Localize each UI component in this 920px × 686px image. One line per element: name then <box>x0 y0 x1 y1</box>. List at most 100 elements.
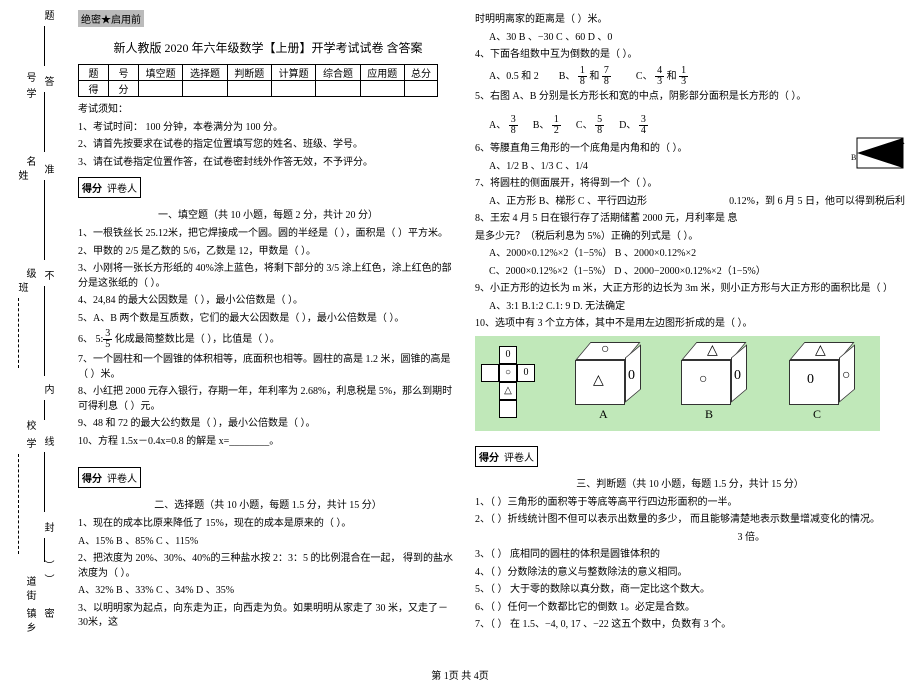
net-face: 0 <box>517 364 535 382</box>
v-paren2: ） <box>40 574 55 584</box>
v-xing: 姓 <box>14 170 29 180</box>
choice-q8o1: A、2000×0.12%×2（1−5%） B 、2000×0.12%×2 <box>475 247 905 262</box>
score-empty <box>404 81 437 97</box>
fill-q1: 1、一根铁丝长 25.12米，把它焊接成一个圆。圆的半经是（ ），面积是（ ）平… <box>78 227 458 242</box>
choice-q7o: A、正方形 B、梯形 C 、平行四边形 <box>489 196 647 207</box>
score-th: 判断题 <box>227 65 271 81</box>
judge-q1: 1、（ ）三角形的面积等于等底等高平行四边形面积的一半。 <box>475 496 905 511</box>
v-line7 <box>44 538 45 562</box>
judge-q5: 5、（ ） 大于零的数除以真分数，商一定比这个数大。 <box>475 583 905 598</box>
fill-q6b: 化成最简整数比是（ ），比值是（ ）。 <box>115 334 280 345</box>
v-feng: 封 <box>40 522 55 532</box>
v-da: 答 <box>40 76 55 86</box>
frac-1-8: 18 <box>578 66 587 87</box>
fill-q10: 10、方程 1.5x－0.4x=0.8 的解是 x=________。 <box>78 435 458 450</box>
v-paren1: ） <box>40 560 55 570</box>
fill-q3: 3、小刚将一张长方形纸的 40%涂上蓝色，将剩下部分的 3/5 涂上红色，涂上红… <box>78 262 458 291</box>
q4Cand: 和 <box>667 70 680 81</box>
fill-q7: 7、一个圆柱和一个圆锥的体积相等，底面积也相等。圆柱的高是 1.2 米，圆锥的高… <box>78 353 458 382</box>
q4A: A、0.5 和 2 <box>489 70 539 81</box>
notice-2: 2、请首先按要求在试卷的指定位置填写您的姓名、班级、学号。 <box>78 138 458 153</box>
choice-q3o: A、30 B 、−30 C 、60 D 、0 <box>475 31 905 46</box>
score-empty <box>316 81 360 97</box>
v-ji: 级 <box>22 268 37 278</box>
q4C: C、 <box>636 70 653 81</box>
score-label-2: 得分 <box>82 474 102 485</box>
choice-q7row: A、正方形 B、梯形 C 、平行四边形 0.12%，到 6 月 5 日，他可以得… <box>475 195 905 210</box>
judge-q4: 4、（ ）分数除法的意义与整数除法的意义相同。 <box>475 566 905 581</box>
score-box-3: 得分 评卷人 <box>475 446 538 467</box>
v-xiao: 校 <box>22 420 37 430</box>
choice-q8: 8、王宏 4 月 5 日在银行存了活期储蓄 2000 元，月利率是 息 <box>475 212 905 227</box>
v-ti: 题 <box>40 10 55 20</box>
shaded-rect-figure: A B <box>851 136 905 184</box>
fill-q2: 2、甲数的 2/5 是乙数的 5/6，乙数是 12，甲数是（ ）。 <box>78 245 458 260</box>
choice-q5opts: A、 38 B、 12 C、 58 D、 34 <box>475 107 905 136</box>
cube-b: ○ 0 △ B <box>675 342 755 420</box>
cube-a-label: A <box>599 407 608 422</box>
section-choice: 二、选择题（共 10 小题，每题 1.5 分，共计 15 分） <box>78 496 458 511</box>
notice-head: 考试须知： <box>78 103 458 118</box>
confidential-badge: 绝密★启用前 <box>78 10 144 27</box>
v-mi: 密 <box>40 608 55 618</box>
fill-q4: 4、24,84 的最大公因数是（ ），最小公倍数是（ ）。 <box>78 294 458 309</box>
score-empty <box>271 81 315 97</box>
frac-4-3: 43 <box>655 66 664 87</box>
q5B: B、 <box>533 120 550 131</box>
v-zhun: 准 <box>40 164 55 174</box>
score-th: 填空题 <box>139 65 183 81</box>
frac-1-2: 12 <box>552 115 561 136</box>
score-th: 题 <box>79 65 109 81</box>
score-empty <box>227 81 271 97</box>
v-hao: 号 <box>22 72 37 82</box>
choice-q9: 9、小正方形的边长为 m 米，大正方形的边长为 3m 米，则小正方形与大正方形的… <box>475 282 905 297</box>
cube-c: 0 ○ △ C <box>783 342 863 420</box>
rater-label: 评卷人 <box>107 184 137 195</box>
score-label-3: 得分 <box>479 453 499 464</box>
choice-q9o: A、3:1 B.1:2 C.1: 9 D. 无法确定 <box>475 300 905 315</box>
score-box: 得分 评卷人 <box>78 177 141 198</box>
cube-figure: 0 ○ 0 △ △ 0 ○ A ○ 0 △ B <box>475 336 880 431</box>
v-nei: 内 <box>40 384 55 394</box>
fill-q6: 6、 5:35 化成最简整数比是（ ），比值是（ ）。 <box>78 329 458 350</box>
sym-circ: ○ <box>699 372 707 388</box>
sym-0: 0 <box>628 368 635 384</box>
exam-title: 新人教版 2020 年六年级数学【上册】开学考试试卷 含答案 <box>78 39 458 56</box>
sym-circ: ○ <box>842 368 850 384</box>
binding-strip: 题 号 学 答 名 姓 准 级 班 不 内 校 学 线 封 ） 道 街 ） 镇 … <box>0 0 60 640</box>
judge-q3: 3、（ ） 底相同的圆柱的体积是圆锥体积的 <box>475 548 905 563</box>
right-column: 时明明离家的距离是（ ）米。 A、30 B 、−30 C 、60 D 、0 4、… <box>475 10 905 636</box>
v-line1 <box>44 26 45 66</box>
sym-tri: △ <box>593 372 604 389</box>
v-ming: 名 <box>22 156 37 166</box>
choice-q2: 2、把浓度为 20%、30%、40%的三种盐水按 2：3：5 的比例混合在一起，… <box>78 552 458 581</box>
sym-0: 0 <box>807 372 814 388</box>
frac-3-5: 35 <box>103 329 112 350</box>
score-empty <box>360 81 404 97</box>
choice-q8o2: C、2000×0.12%×2（1−5%） D 、2000−2000×0.12%×… <box>475 265 905 280</box>
choice-q4: 4、下面各组数中互为倒数的是（ ）。 <box>475 48 905 63</box>
v-line5 <box>44 400 45 420</box>
notice-1: 1、考试时间： 100 分钟，本卷满分为 100 分。 <box>78 121 458 136</box>
v-dash1 <box>18 298 19 368</box>
v-ban: 班 <box>14 282 29 292</box>
choice-q5: 5、右图 A、B 分别是长方形长和宽的中点，阴影部分面积是长方形的（ ）。 <box>475 90 905 105</box>
score-th: 号 <box>109 65 139 81</box>
cube-a: △ 0 ○ A <box>569 342 649 420</box>
cube-b-label: B <box>705 407 713 422</box>
frac-3-8a: 38 <box>509 115 518 136</box>
choice-q6: 6、等腰直角三角形的一个底角是内角和的（ ）。 <box>475 142 905 157</box>
q5C: C、 <box>576 120 593 131</box>
v-xiang: 乡 <box>22 622 37 632</box>
net-face: 0 <box>499 346 517 364</box>
choice-q1o: A、15% B 、85% C 、115% <box>78 535 458 550</box>
score-th: 计算题 <box>271 65 315 81</box>
choice-q1: 1、现在的成本比原来降低了 15%，现在的成本是原来的（ ）。 <box>78 517 458 532</box>
frac-7-8: 78 <box>602 66 611 87</box>
v-xue2: 学 <box>22 438 37 448</box>
v-xue: 学 <box>22 88 37 98</box>
rater-label-3: 评卷人 <box>504 453 534 464</box>
score-table: 题 号 填空题 选择题 判断题 计算题 综合题 应用题 总分 得 分 <box>78 64 438 97</box>
score-td: 得 <box>79 81 109 97</box>
q5A: A、 <box>489 120 506 131</box>
